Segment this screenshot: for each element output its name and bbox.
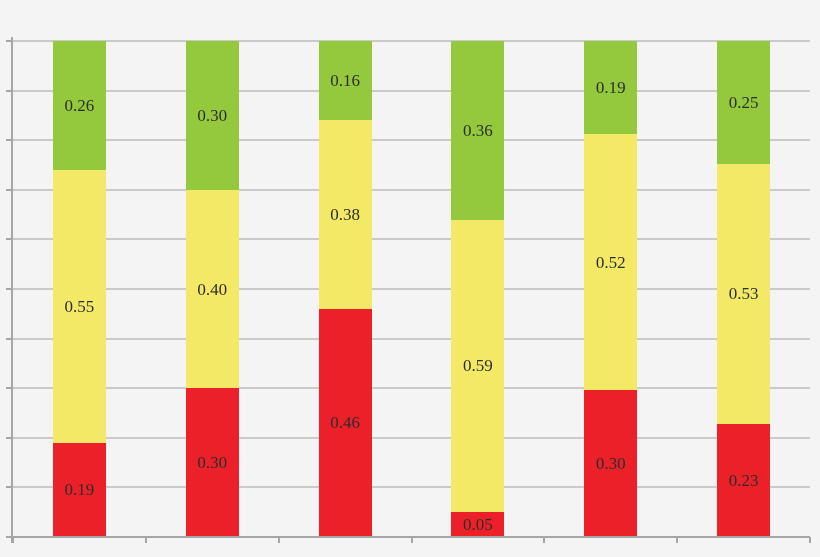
bar-segment-green-top-segment: 0.30 (185, 41, 239, 190)
segment-value-label: 0.59 (463, 356, 493, 376)
segment-value-label: 0.36 (463, 120, 493, 140)
segment-value-label: 0.19 (595, 78, 626, 98)
gridline (13, 486, 810, 489)
gridline (13, 238, 810, 241)
x-axis-tick (144, 537, 147, 543)
segment-value-label: 0.46 (330, 413, 360, 433)
y-axis-tick (6, 89, 11, 92)
segment-value-label: 0.38 (330, 205, 360, 225)
bar-segment-red-bottom-segment: 0.46 (318, 308, 372, 537)
y-axis-tick (6, 139, 11, 142)
gridline (13, 337, 810, 340)
y-axis-tick (6, 486, 11, 489)
gridline (13, 139, 810, 142)
gridline (13, 436, 810, 439)
y-axis-tick (6, 337, 11, 340)
segment-value-label: 0.26 (64, 95, 95, 115)
gridline (13, 40, 810, 42)
segment-value-label: 0.53 (728, 284, 759, 304)
gridline (13, 89, 810, 92)
bar-segment-green-top-segment: 0.26 (52, 41, 106, 170)
bar-segment-yellow-middle-segment: 0.55 (52, 169, 106, 443)
y-axis-tick (6, 238, 11, 241)
bar-segment-red-bottom-segment: 0.30 (185, 388, 239, 537)
x-axis-tick (676, 537, 679, 543)
x-axis-tick (12, 537, 14, 543)
x-axis-tick (543, 537, 546, 543)
bar-segment-yellow-middle-segment: 0.40 (185, 189, 239, 389)
y-axis-tick (6, 288, 11, 290)
y-axis-tick (6, 536, 11, 538)
segment-value-label: 0.52 (595, 252, 626, 272)
chart-plot-area: 0.19 0.55 0.26 0.30 0.40 0.30 0.46 0.38 0.16 0.05… (6, 37, 811, 543)
bar-segment-red-bottom-segment: 0.30 (584, 389, 638, 537)
segment-value-label: 0.25 (728, 92, 759, 112)
bar-segment-red-bottom-segment: 0.23 (717, 424, 771, 537)
bar-segment-green-top-segment: 0.36 (451, 41, 505, 220)
segment-value-label: 0.05 (463, 515, 493, 535)
gridline (13, 188, 810, 191)
y-axis-tick (6, 436, 11, 439)
y-axis-tick (6, 188, 11, 191)
segment-value-label: 0.55 (64, 296, 95, 316)
x-axis-tick (809, 537, 811, 543)
bar-segment-red-bottom-segment: 0.19 (52, 442, 106, 537)
y-axis-line (11, 37, 13, 543)
bar-segment-red-bottom-segment: 0.05 (451, 512, 505, 537)
gridline (13, 387, 810, 390)
segment-value-label: 0.40 (197, 279, 228, 299)
bar-segment-yellow-middle-segment: 0.38 (318, 120, 372, 309)
gridline (13, 288, 810, 290)
segment-value-label: 0.30 (197, 453, 228, 473)
segment-value-label: 0.23 (728, 471, 759, 491)
bar-segment-yellow-middle-segment: 0.52 (584, 134, 638, 390)
bar-segment-yellow-middle-segment: 0.59 (451, 219, 505, 513)
x-axis-tick (410, 537, 413, 543)
segment-value-label: 0.16 (330, 71, 360, 91)
segment-value-label: 0.30 (595, 453, 626, 473)
bar-segment-green-top-segment: 0.25 (717, 41, 771, 164)
segment-value-label: 0.19 (64, 480, 95, 500)
x-axis-tick (277, 537, 280, 543)
segment-value-label: 0.30 (197, 105, 228, 125)
bar-segment-yellow-middle-segment: 0.53 (717, 163, 771, 425)
bar-segment-green-top-segment: 0.19 (584, 41, 638, 135)
y-axis-tick (6, 40, 11, 42)
y-axis-tick (6, 387, 11, 390)
bar-segment-green-top-segment: 0.16 (318, 41, 372, 121)
